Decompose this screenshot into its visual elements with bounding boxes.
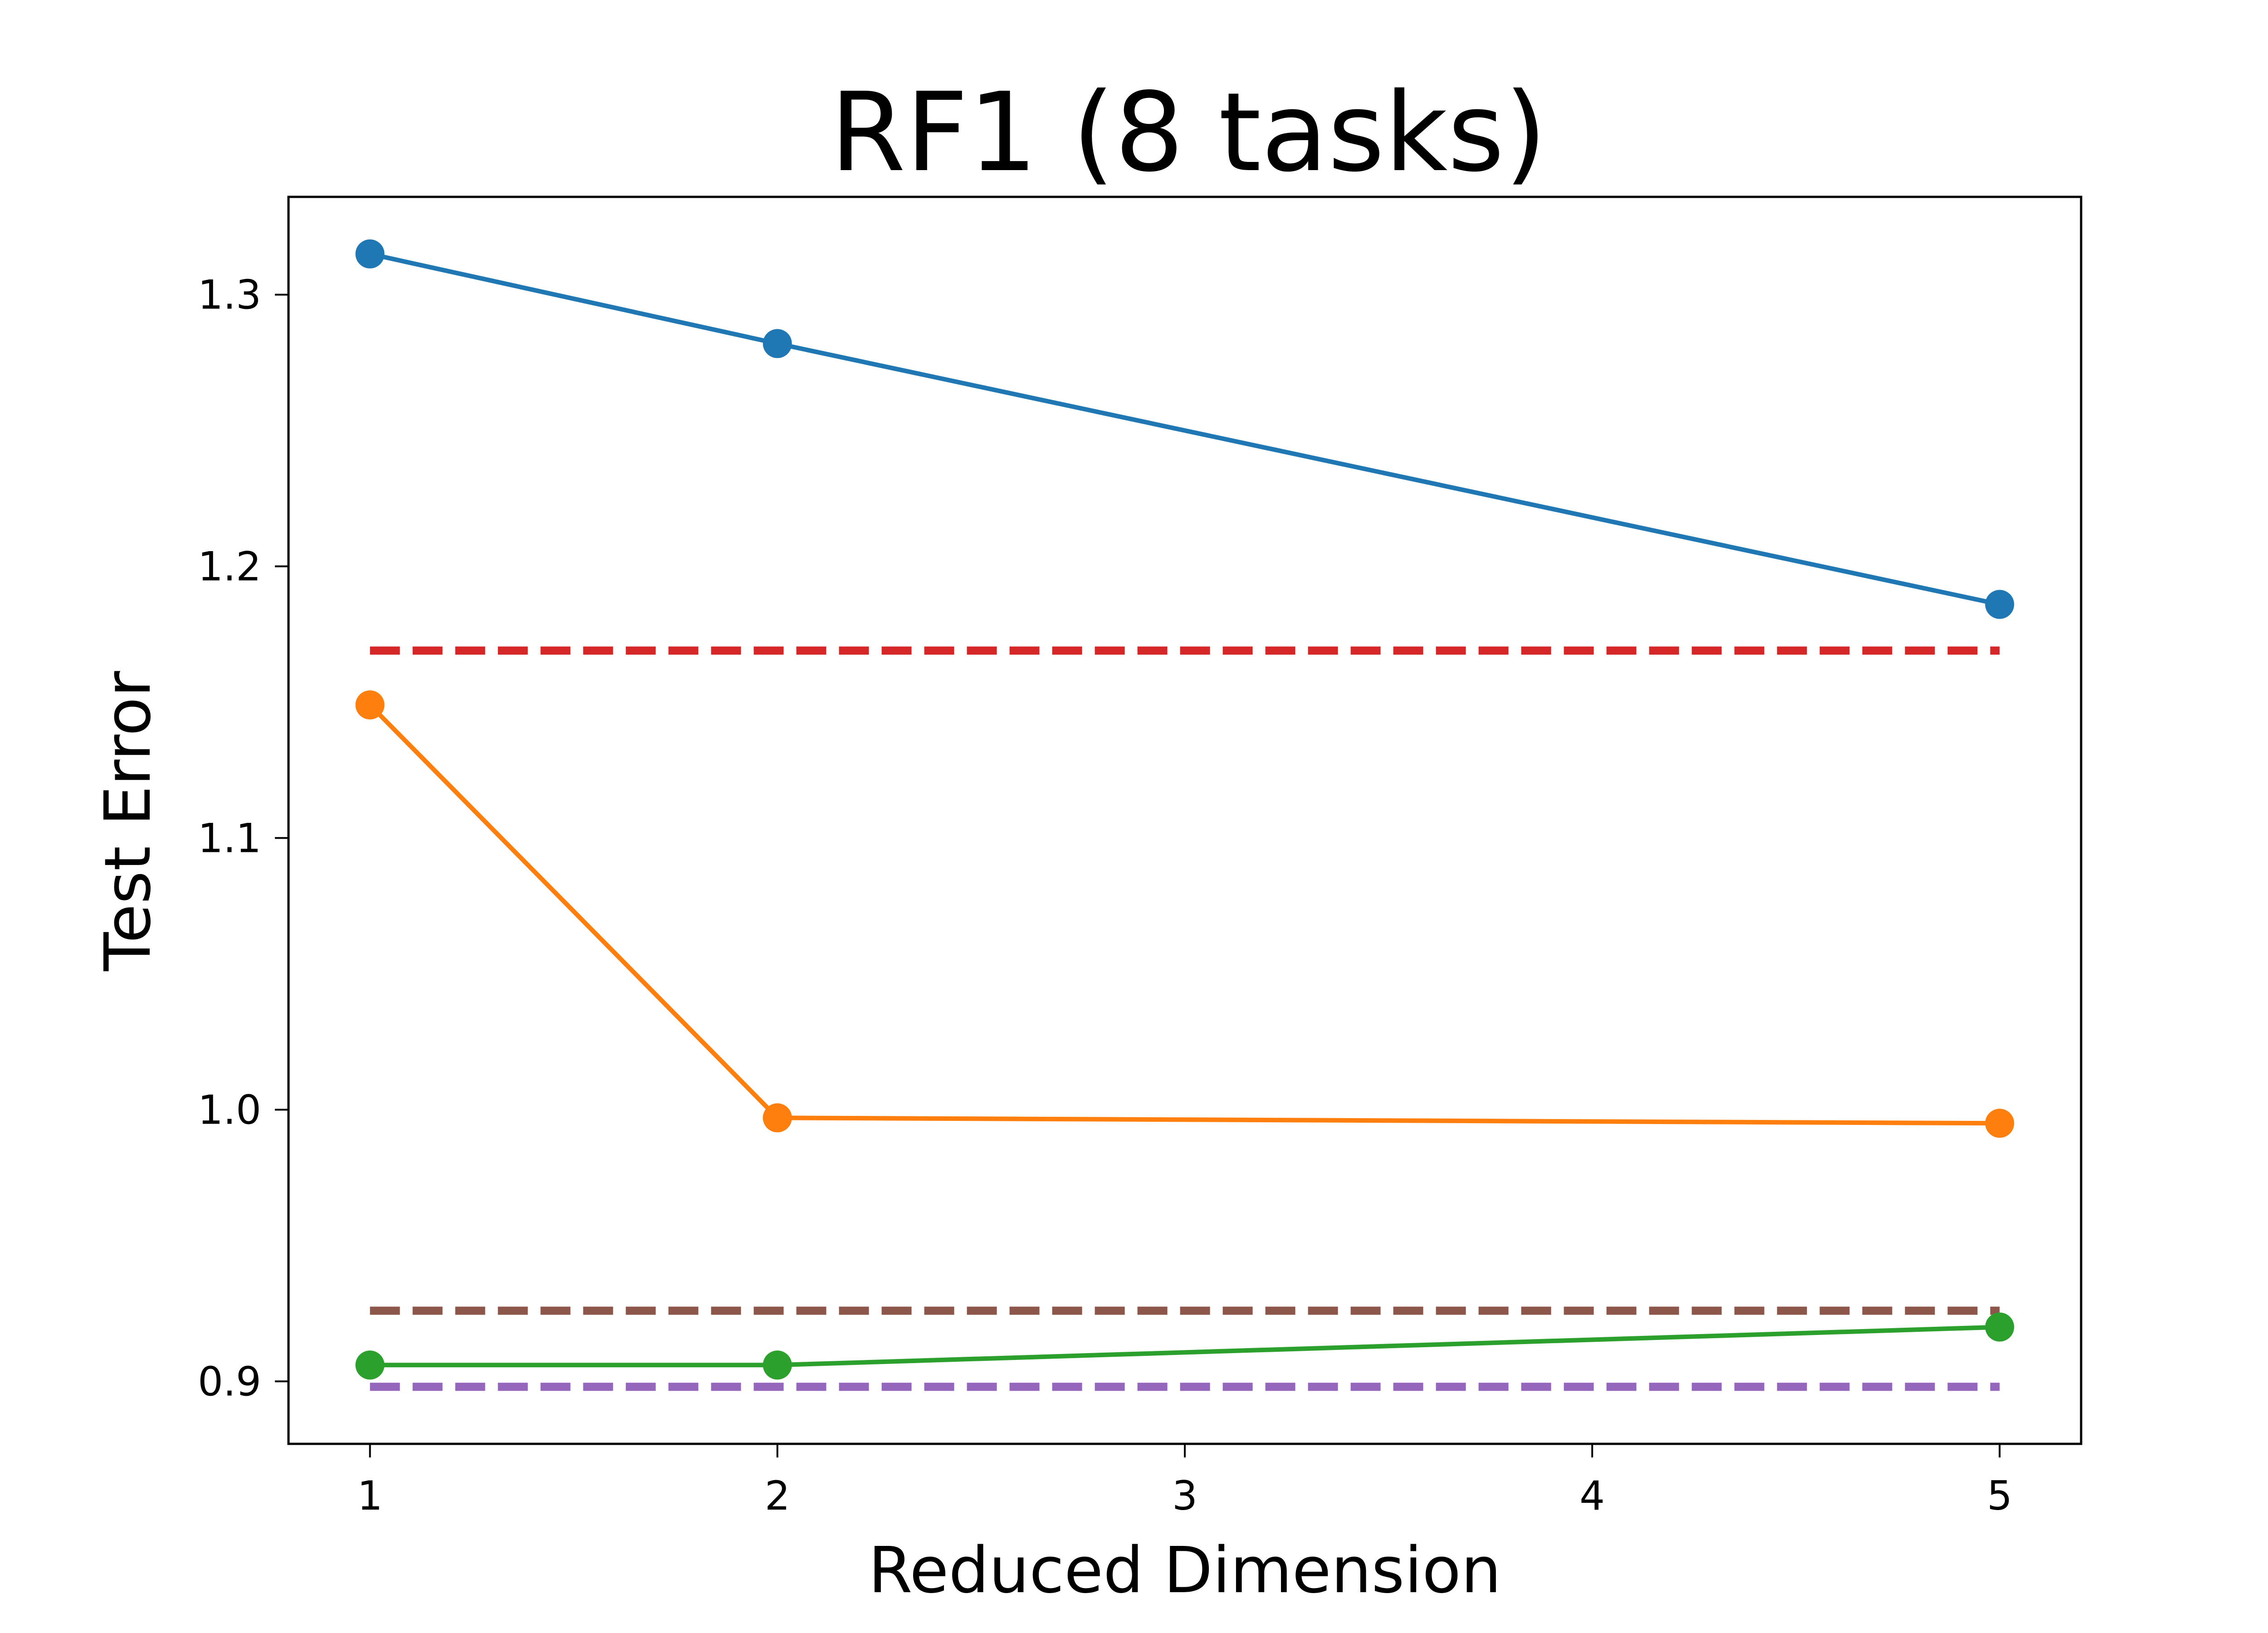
y-tick-label-1.0: 1.0	[198, 1086, 261, 1133]
series-2-line	[368, 703, 2000, 1126]
series-1-point-2	[763, 329, 792, 358]
x-axis-label: Reduced Dimension	[868, 1534, 1501, 1608]
series-2-point-3	[1985, 1109, 2014, 1138]
plot-frame	[287, 196, 2082, 1445]
series-3-line	[370, 1325, 2000, 1368]
y-tick-label-1.3: 1.3	[198, 272, 261, 318]
series-1-point-3	[1985, 590, 2014, 619]
y-axis-label: Test Error	[91, 671, 165, 972]
series-2-point-1	[355, 690, 385, 719]
y-tick-label-1.2: 1.2	[198, 543, 261, 590]
plot-area	[355, 239, 2014, 1391]
x-tick-label-3: 3	[1172, 1472, 1198, 1519]
series-1-line	[369, 251, 2000, 607]
y-tick-label-1.1: 1.1	[198, 815, 261, 861]
x-tick-label-4: 4	[1579, 1472, 1605, 1519]
x-tick-label-2: 2	[765, 1472, 790, 1519]
series-3-point-1	[355, 1350, 385, 1380]
y-tick-label-0.9: 0.9	[198, 1358, 261, 1405]
series-1-point-1	[355, 239, 385, 269]
series-3-point-3	[1985, 1312, 2014, 1342]
x-tick-label-5: 5	[1987, 1472, 2012, 1519]
x-axis: 1 2 3 4 5	[357, 1444, 2012, 1519]
chart-title: RF1 (8 tasks)	[830, 69, 1547, 196]
series-2-point-2	[763, 1103, 792, 1133]
x-tick-label-1: 1	[357, 1472, 383, 1519]
series-3-point-2	[763, 1350, 792, 1380]
y-axis: 0.9 1.0 1.1 1.2 1.3	[198, 272, 288, 1405]
